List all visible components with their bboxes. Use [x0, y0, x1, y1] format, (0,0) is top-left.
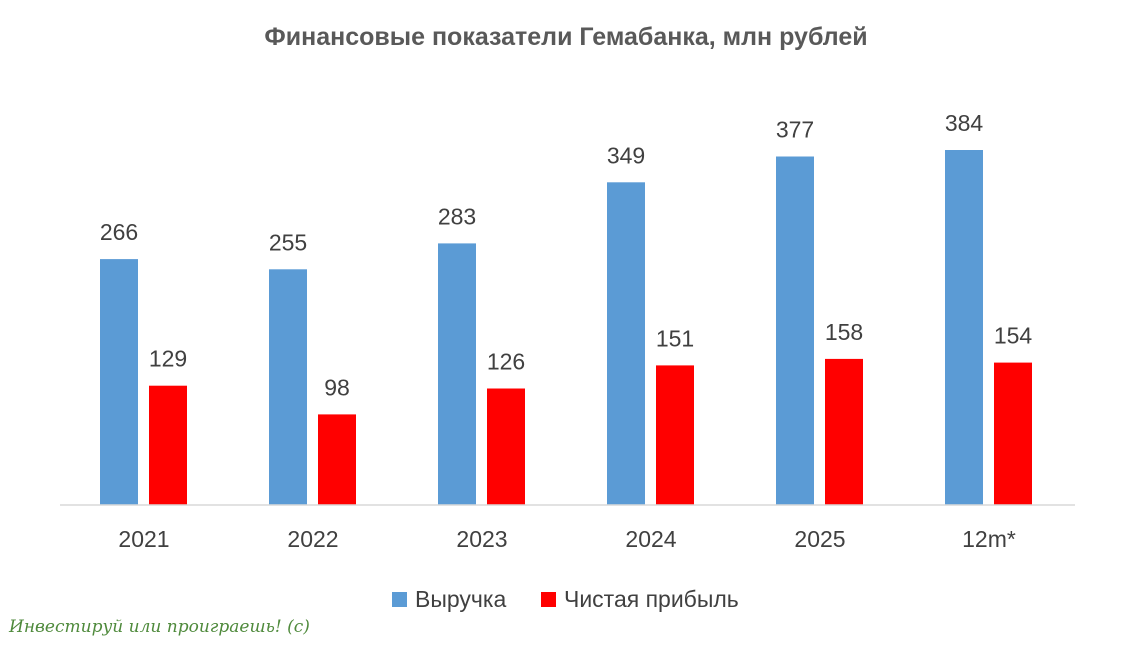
bar-revenue-4	[776, 156, 814, 505]
x-tick-labels: 2021 2022 2023 2024 2025 12m*	[118, 526, 1015, 552]
data-label-revenue-2: 283	[438, 203, 476, 229]
data-label-net-profit-4: 158	[825, 319, 863, 345]
data-label-revenue-1: 255	[269, 229, 307, 255]
legend-swatch-net-profit	[541, 592, 556, 607]
data-label-revenue-5: 384	[945, 110, 984, 136]
bar-net-profit-4	[825, 358, 863, 505]
x-tick-label-3: 2024	[625, 526, 676, 552]
bar-net-profit-2	[487, 388, 525, 505]
x-tick-label-2: 2023	[456, 526, 507, 552]
x-tick-label-1: 2022	[287, 526, 338, 552]
bar-net-profit-3	[656, 365, 694, 505]
labels-layer: 266 129 255 98 283 126 349 151 377 158 384 154	[100, 110, 1033, 400]
data-label-net-profit-2: 126	[487, 349, 525, 375]
x-tick-label-0: 2021	[118, 526, 169, 552]
bar-revenue-1	[269, 269, 307, 505]
data-label-revenue-3: 349	[607, 142, 645, 168]
bars-layer	[100, 150, 1032, 506]
x-tick-label-4: 2025	[794, 526, 845, 552]
legend-swatch-revenue	[392, 592, 407, 607]
data-label-revenue-0: 266	[100, 219, 138, 245]
bar-net-profit-5	[994, 362, 1032, 505]
bar-revenue-5	[945, 150, 983, 505]
bar-revenue-2	[438, 243, 476, 505]
watermark-signature: Инвестируй или проиграешь! (с)	[8, 617, 310, 637]
data-label-net-profit-5: 154	[994, 323, 1033, 349]
data-label-net-profit-1: 98	[324, 374, 350, 400]
legend-label-net-profit: Чистая прибыль	[564, 586, 739, 612]
data-label-net-profit-0: 129	[149, 346, 187, 372]
legend: Выручка Чистая прибыль	[392, 586, 739, 612]
bar-revenue-0	[100, 259, 138, 505]
x-tick-label-5: 12m*	[962, 526, 1016, 552]
chart-title: Финансовые показатели Гемабанка, млн руб…	[264, 23, 867, 51]
bar-revenue-3	[607, 182, 645, 506]
legend-label-revenue: Выручка	[415, 586, 506, 612]
data-label-net-profit-3: 151	[656, 325, 694, 351]
bar-net-profit-1	[318, 414, 356, 505]
bar-net-profit-0	[149, 385, 187, 505]
data-label-revenue-4: 377	[776, 117, 814, 143]
